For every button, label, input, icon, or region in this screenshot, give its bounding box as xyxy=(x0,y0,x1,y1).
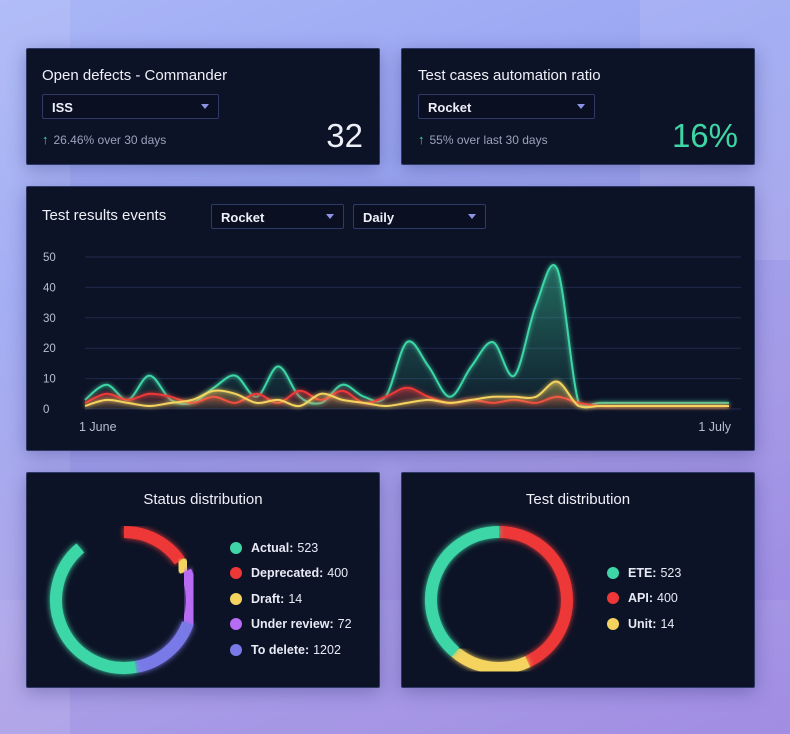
donut-slice xyxy=(123,526,185,565)
select-value: Rocket xyxy=(221,210,265,225)
arrow-up-icon: ↑ xyxy=(42,132,49,147)
card-title: Test cases automation ratio xyxy=(418,67,601,84)
legend-dot-icon xyxy=(230,541,242,554)
defects-count: 32 xyxy=(326,117,363,154)
donut-title: Test distribution xyxy=(525,491,631,508)
project-select[interactable]: Rocket xyxy=(211,204,344,229)
legend-dot-icon xyxy=(230,618,242,631)
test-donut-chart xyxy=(425,526,573,674)
donut-slice xyxy=(498,526,573,668)
open-defects-card: Open defects - Commander ISS ↑ 26.46% ove… xyxy=(26,48,380,165)
legend-dot-icon xyxy=(230,643,242,656)
test-results-events-card: Test results events Rocket Daily 0 10 20 30… xyxy=(26,186,755,451)
legend-label: ETE: xyxy=(628,565,657,580)
status-distribution-card: Status distribution Actual: 523 Deprecate… xyxy=(26,472,380,688)
trend-indicator: ↑ 26.46% over 30 days xyxy=(42,132,166,147)
caret-down-icon xyxy=(468,214,476,219)
legend-value: 400 xyxy=(327,566,349,581)
legend-item-ete: ETE: 523 xyxy=(607,560,681,586)
automation-ratio-value: 16% xyxy=(671,117,738,154)
donut-slice xyxy=(425,526,500,657)
legend-dot-icon xyxy=(230,592,242,605)
legend-item-under-review: Under review: 72 xyxy=(230,612,352,638)
legend-value: 523 xyxy=(297,540,319,555)
legend-value: 1202 xyxy=(313,642,341,657)
legend-value: 14 xyxy=(288,591,303,606)
select-value: ISS xyxy=(52,100,73,115)
project-select[interactable]: Rocket xyxy=(418,94,595,119)
x-tick-label: 1 July xyxy=(698,420,731,434)
y-tick-label: 0 xyxy=(43,404,49,416)
legend-dot-icon xyxy=(607,592,619,605)
legend-label: API: xyxy=(628,591,653,606)
legend-item-to-delete: To delete: 1202 xyxy=(230,637,352,663)
events-area-chart: 0 10 20 30 40 50 1 June 1 July xyxy=(43,252,741,434)
select-value: Rocket xyxy=(428,100,472,115)
y-tick-label: 10 xyxy=(43,374,56,386)
series-area xyxy=(85,381,729,409)
donut-slice xyxy=(180,568,198,626)
legend-dot-icon xyxy=(607,617,619,630)
legend-label: To delete: xyxy=(251,642,310,657)
legend-value: 72 xyxy=(337,617,352,632)
y-tick-label: 40 xyxy=(43,282,56,294)
donut-title: Status distribution xyxy=(143,491,263,508)
status-donut-chart xyxy=(50,526,198,674)
legend-label: Unit: xyxy=(628,616,657,631)
legend-label: Actual: xyxy=(251,540,294,555)
automation-ratio-card: Test cases automation ratio Rocket ↑ 55% … xyxy=(401,48,755,165)
y-tick-label: 30 xyxy=(43,313,56,325)
legend-value: 14 xyxy=(660,616,675,631)
legend-label: Under review: xyxy=(251,617,334,632)
legend-item-draft: Draft: 14 xyxy=(230,586,352,612)
y-tick-label: 50 xyxy=(43,252,56,264)
legend-item-deprecated: Deprecated: 400 xyxy=(230,561,352,587)
legend-item-unit: Unit: 14 xyxy=(607,611,681,637)
legend-value: 523 xyxy=(660,565,682,580)
caret-down-icon xyxy=(577,104,585,109)
period-select[interactable]: Daily xyxy=(353,204,486,229)
donut-slice xyxy=(174,557,192,574)
arrow-up-icon: ↑ xyxy=(418,132,425,147)
chart-title: Test results events xyxy=(42,207,167,224)
series-area xyxy=(85,264,729,409)
status-legend: Actual: 523 Deprecated: 400 Draft: 14 Under… xyxy=(230,535,352,663)
donut-slice xyxy=(451,647,531,674)
series-line xyxy=(84,380,729,409)
caret-down-icon xyxy=(201,104,209,109)
select-value: Daily xyxy=(363,210,395,225)
donut-slice xyxy=(134,621,194,673)
project-select[interactable]: ISS xyxy=(42,94,219,119)
legend-label: Deprecated: xyxy=(251,566,324,581)
trend-text: 26.46% over 30 days xyxy=(53,133,167,147)
y-tick-label: 20 xyxy=(43,343,56,355)
caret-down-icon xyxy=(326,214,334,219)
legend-dot-icon xyxy=(230,567,242,580)
test-distribution-card: Test distribution ETE: 523 API: 400 Unit: 1… xyxy=(401,472,755,688)
legend-item-actual: Actual: 523 xyxy=(230,535,352,561)
legend-dot-icon xyxy=(607,566,619,579)
legend-label: Draft: xyxy=(251,591,285,606)
card-title: Open defects - Commander xyxy=(42,67,228,84)
trend-indicator: ↑ 55% over last 30 days xyxy=(418,132,548,147)
legend-item-api: API: 400 xyxy=(607,586,681,612)
x-tick-label: 1 June xyxy=(79,420,117,434)
test-legend: ETE: 523 API: 400 Unit: 14 xyxy=(607,560,681,637)
trend-text: 55% over last 30 days xyxy=(429,133,548,147)
legend-value: 400 xyxy=(657,591,678,606)
donut-slice xyxy=(50,543,137,674)
